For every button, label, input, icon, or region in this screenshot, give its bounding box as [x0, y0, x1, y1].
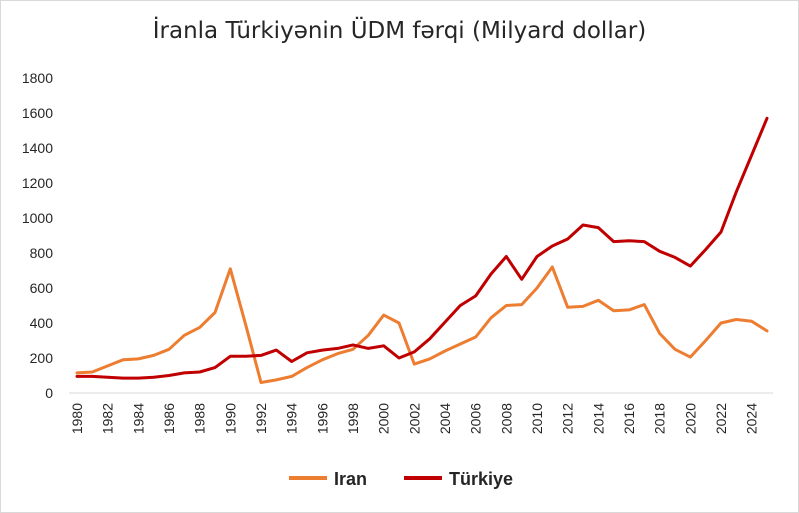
y-axis-ticks: 0 200 400 600 800 1000 1200 1400 1600 1800	[22, 70, 53, 401]
legend: Iran Türkiye	[289, 469, 513, 489]
legend-label-iran: Iran	[334, 469, 367, 489]
y-tick-label: 200	[30, 350, 54, 366]
x-tick-label: 1998	[345, 403, 361, 434]
x-tick-label: 1996	[314, 403, 330, 434]
x-tick-label: 2022	[713, 403, 729, 434]
y-tick-label: 1200	[22, 175, 53, 191]
x-tick-label: 1986	[161, 403, 177, 434]
x-tick-label: 2018	[652, 403, 668, 434]
series-line-t-rkiye	[75, 116, 769, 380]
series-line-iran	[75, 265, 769, 384]
x-tick-label: 2012	[560, 403, 576, 434]
series-layer	[75, 116, 769, 384]
x-tick-label: 2024	[744, 403, 760, 434]
y-tick-label: 0	[45, 385, 53, 401]
x-axis-ticks: 1980 1982 1984 1986 1988 1990 1992 1994 1996 1998…	[69, 403, 760, 434]
x-tick-label: 2020	[682, 403, 698, 434]
y-tick-label: 1000	[22, 210, 53, 226]
x-tick-label: 1994	[284, 403, 300, 434]
y-tick-label: 600	[30, 280, 54, 296]
x-tick-label: 2014	[590, 403, 606, 434]
x-tick-label: 2016	[621, 403, 637, 434]
x-tick-label: 1990	[222, 403, 238, 434]
y-tick-label: 400	[30, 315, 54, 331]
chart-title: İranla Türkiyənin ÜDM fərqi (Milyard dol…	[152, 18, 647, 44]
legend-label-t-rkiye: Türkiye	[449, 469, 513, 489]
y-tick-label: 800	[30, 245, 54, 261]
x-tick-label: 2008	[498, 403, 514, 434]
x-tick-label: 1982	[100, 403, 116, 434]
x-tick-label: 2010	[529, 403, 545, 434]
x-tick-label: 2000	[376, 403, 392, 434]
x-tick-label: 2004	[437, 403, 453, 434]
y-tick-label: 1800	[22, 70, 53, 86]
y-tick-label: 1600	[22, 105, 53, 121]
x-tick-label: 2006	[468, 403, 484, 434]
x-tick-label: 2002	[406, 403, 422, 434]
x-tick-label: 1988	[192, 403, 208, 434]
x-tick-label: 1984	[130, 403, 146, 434]
x-tick-label: 1992	[253, 403, 269, 434]
y-tick-label: 1400	[22, 140, 53, 156]
x-tick-label: 1980	[69, 403, 85, 434]
